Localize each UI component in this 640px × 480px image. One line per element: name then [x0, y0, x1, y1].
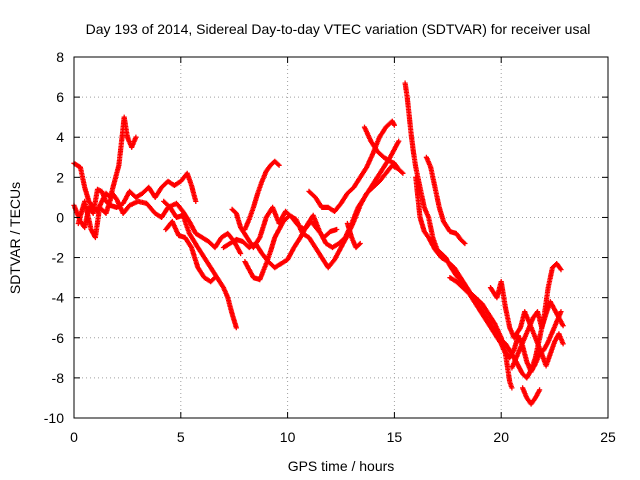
y-tick-label: -10 — [44, 410, 64, 426]
x-tick-label: 20 — [493, 429, 509, 445]
y-tick-label: 8 — [56, 49, 64, 65]
data-points — [71, 80, 566, 407]
y-tick-label: 0 — [56, 209, 64, 225]
y-axis-label: SDTVAR / TECUs — [7, 182, 23, 294]
y-tick-label: -2 — [52, 250, 65, 266]
plot-frame — [73, 56, 609, 419]
axis-ticks: 0 5 10 15 20 25 -10 -8 -6 -4 -2 0 2 4 6 8 — [44, 49, 616, 445]
plus-markers — [71, 80, 566, 407]
y-tick-label: 4 — [56, 129, 64, 145]
y-tick-label: -6 — [52, 330, 65, 346]
x-axis-label: GPS time / hours — [288, 458, 395, 474]
x-tick-label: 25 — [600, 429, 616, 445]
y-tick-label: -4 — [52, 290, 65, 306]
y-tick-label: 2 — [56, 169, 64, 185]
y-tick-label: -8 — [52, 370, 65, 386]
x-tick-label: 0 — [70, 429, 78, 445]
x-tick-label: 5 — [177, 429, 185, 445]
chart-title: Day 193 of 2014, Sidereal Day-to-day VTE… — [86, 21, 591, 37]
x-tick-label: 10 — [280, 429, 296, 445]
x-tick-label: 15 — [387, 429, 403, 445]
y-tick-label: 6 — [56, 89, 64, 105]
